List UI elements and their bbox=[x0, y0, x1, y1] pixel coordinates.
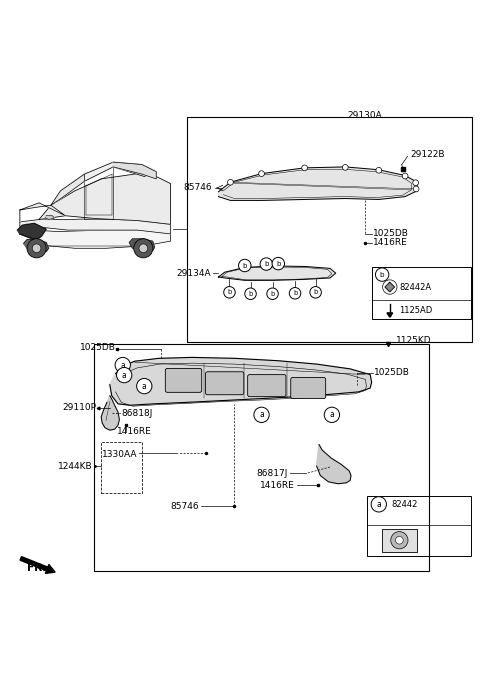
Text: 29110P: 29110P bbox=[62, 403, 96, 412]
FancyBboxPatch shape bbox=[248, 375, 286, 397]
Text: 85746: 85746 bbox=[171, 502, 199, 511]
Polygon shape bbox=[20, 203, 65, 222]
Polygon shape bbox=[45, 216, 54, 219]
Polygon shape bbox=[39, 174, 170, 224]
Text: b: b bbox=[380, 272, 384, 277]
Polygon shape bbox=[20, 224, 36, 239]
Text: 86818J: 86818J bbox=[121, 409, 153, 418]
Text: b: b bbox=[270, 291, 275, 297]
Circle shape bbox=[245, 288, 256, 299]
Bar bbox=[372, 268, 471, 319]
Text: 1125AD: 1125AD bbox=[399, 305, 432, 314]
Text: a: a bbox=[142, 382, 147, 391]
Circle shape bbox=[254, 407, 269, 422]
Circle shape bbox=[27, 239, 46, 258]
FancyBboxPatch shape bbox=[291, 378, 325, 398]
Circle shape bbox=[228, 180, 233, 185]
Polygon shape bbox=[20, 219, 170, 234]
Bar bbox=[187, 117, 472, 342]
Circle shape bbox=[115, 357, 131, 373]
Text: 1025DB: 1025DB bbox=[80, 343, 116, 352]
Text: 1025DB: 1025DB bbox=[374, 368, 410, 377]
Text: 1125KD: 1125KD bbox=[396, 336, 431, 345]
Circle shape bbox=[376, 167, 382, 173]
Circle shape bbox=[302, 165, 308, 171]
Circle shape bbox=[239, 259, 251, 272]
Text: 1416RE: 1416RE bbox=[117, 427, 151, 436]
Polygon shape bbox=[51, 162, 156, 205]
Polygon shape bbox=[385, 282, 395, 292]
Text: 82442A: 82442A bbox=[399, 283, 432, 292]
Text: b: b bbox=[242, 263, 247, 268]
Circle shape bbox=[134, 239, 153, 258]
Text: 82442: 82442 bbox=[392, 500, 418, 509]
FancyBboxPatch shape bbox=[205, 372, 244, 395]
Circle shape bbox=[259, 171, 264, 177]
Text: 29130A: 29130A bbox=[347, 111, 382, 120]
Polygon shape bbox=[129, 239, 155, 252]
Text: 29122B: 29122B bbox=[410, 151, 444, 160]
Text: 1025DB: 1025DB bbox=[373, 229, 409, 239]
Polygon shape bbox=[51, 174, 84, 205]
Polygon shape bbox=[101, 396, 120, 430]
Circle shape bbox=[371, 497, 386, 512]
Polygon shape bbox=[24, 239, 48, 252]
Circle shape bbox=[260, 258, 273, 270]
Text: b: b bbox=[293, 290, 297, 297]
Circle shape bbox=[342, 164, 348, 170]
FancyBboxPatch shape bbox=[165, 368, 202, 392]
Circle shape bbox=[117, 367, 132, 383]
Polygon shape bbox=[113, 162, 156, 179]
Polygon shape bbox=[218, 266, 336, 280]
Polygon shape bbox=[218, 167, 417, 200]
Text: 29134A: 29134A bbox=[177, 269, 211, 278]
Text: 1244KB: 1244KB bbox=[59, 462, 93, 471]
Circle shape bbox=[267, 288, 278, 299]
Bar bbox=[367, 496, 471, 555]
Text: FR.: FR. bbox=[27, 563, 47, 572]
Circle shape bbox=[375, 268, 389, 281]
Polygon shape bbox=[20, 230, 170, 248]
Text: a: a bbox=[122, 371, 127, 380]
Text: b: b bbox=[276, 261, 280, 266]
Text: 1416RE: 1416RE bbox=[260, 481, 295, 490]
Bar bbox=[94, 344, 429, 571]
Text: a: a bbox=[329, 410, 334, 419]
Circle shape bbox=[402, 173, 408, 179]
Circle shape bbox=[310, 287, 322, 298]
Text: 86817J: 86817J bbox=[256, 469, 288, 477]
Circle shape bbox=[32, 244, 41, 252]
Polygon shape bbox=[317, 444, 351, 484]
Text: b: b bbox=[313, 290, 318, 295]
Polygon shape bbox=[110, 357, 372, 405]
Circle shape bbox=[391, 532, 408, 549]
Circle shape bbox=[272, 257, 285, 270]
Text: 85746: 85746 bbox=[184, 182, 212, 191]
Circle shape bbox=[413, 186, 419, 192]
Polygon shape bbox=[17, 224, 46, 239]
Polygon shape bbox=[387, 313, 393, 317]
Circle shape bbox=[224, 287, 235, 298]
Circle shape bbox=[137, 378, 152, 394]
Text: a: a bbox=[376, 500, 381, 509]
Text: 1330AA: 1330AA bbox=[102, 449, 137, 459]
Text: b: b bbox=[249, 291, 252, 297]
Bar bbox=[382, 529, 417, 552]
Text: 1416RE: 1416RE bbox=[373, 238, 408, 247]
Text: b: b bbox=[264, 261, 268, 267]
Bar bbox=[101, 442, 143, 493]
FancyArrow shape bbox=[20, 557, 55, 573]
Circle shape bbox=[413, 180, 419, 186]
Circle shape bbox=[324, 407, 339, 422]
Text: a: a bbox=[120, 361, 125, 369]
Circle shape bbox=[289, 288, 301, 299]
Circle shape bbox=[139, 244, 148, 252]
Text: a: a bbox=[259, 410, 264, 419]
Text: b: b bbox=[228, 290, 231, 295]
Circle shape bbox=[396, 537, 403, 544]
